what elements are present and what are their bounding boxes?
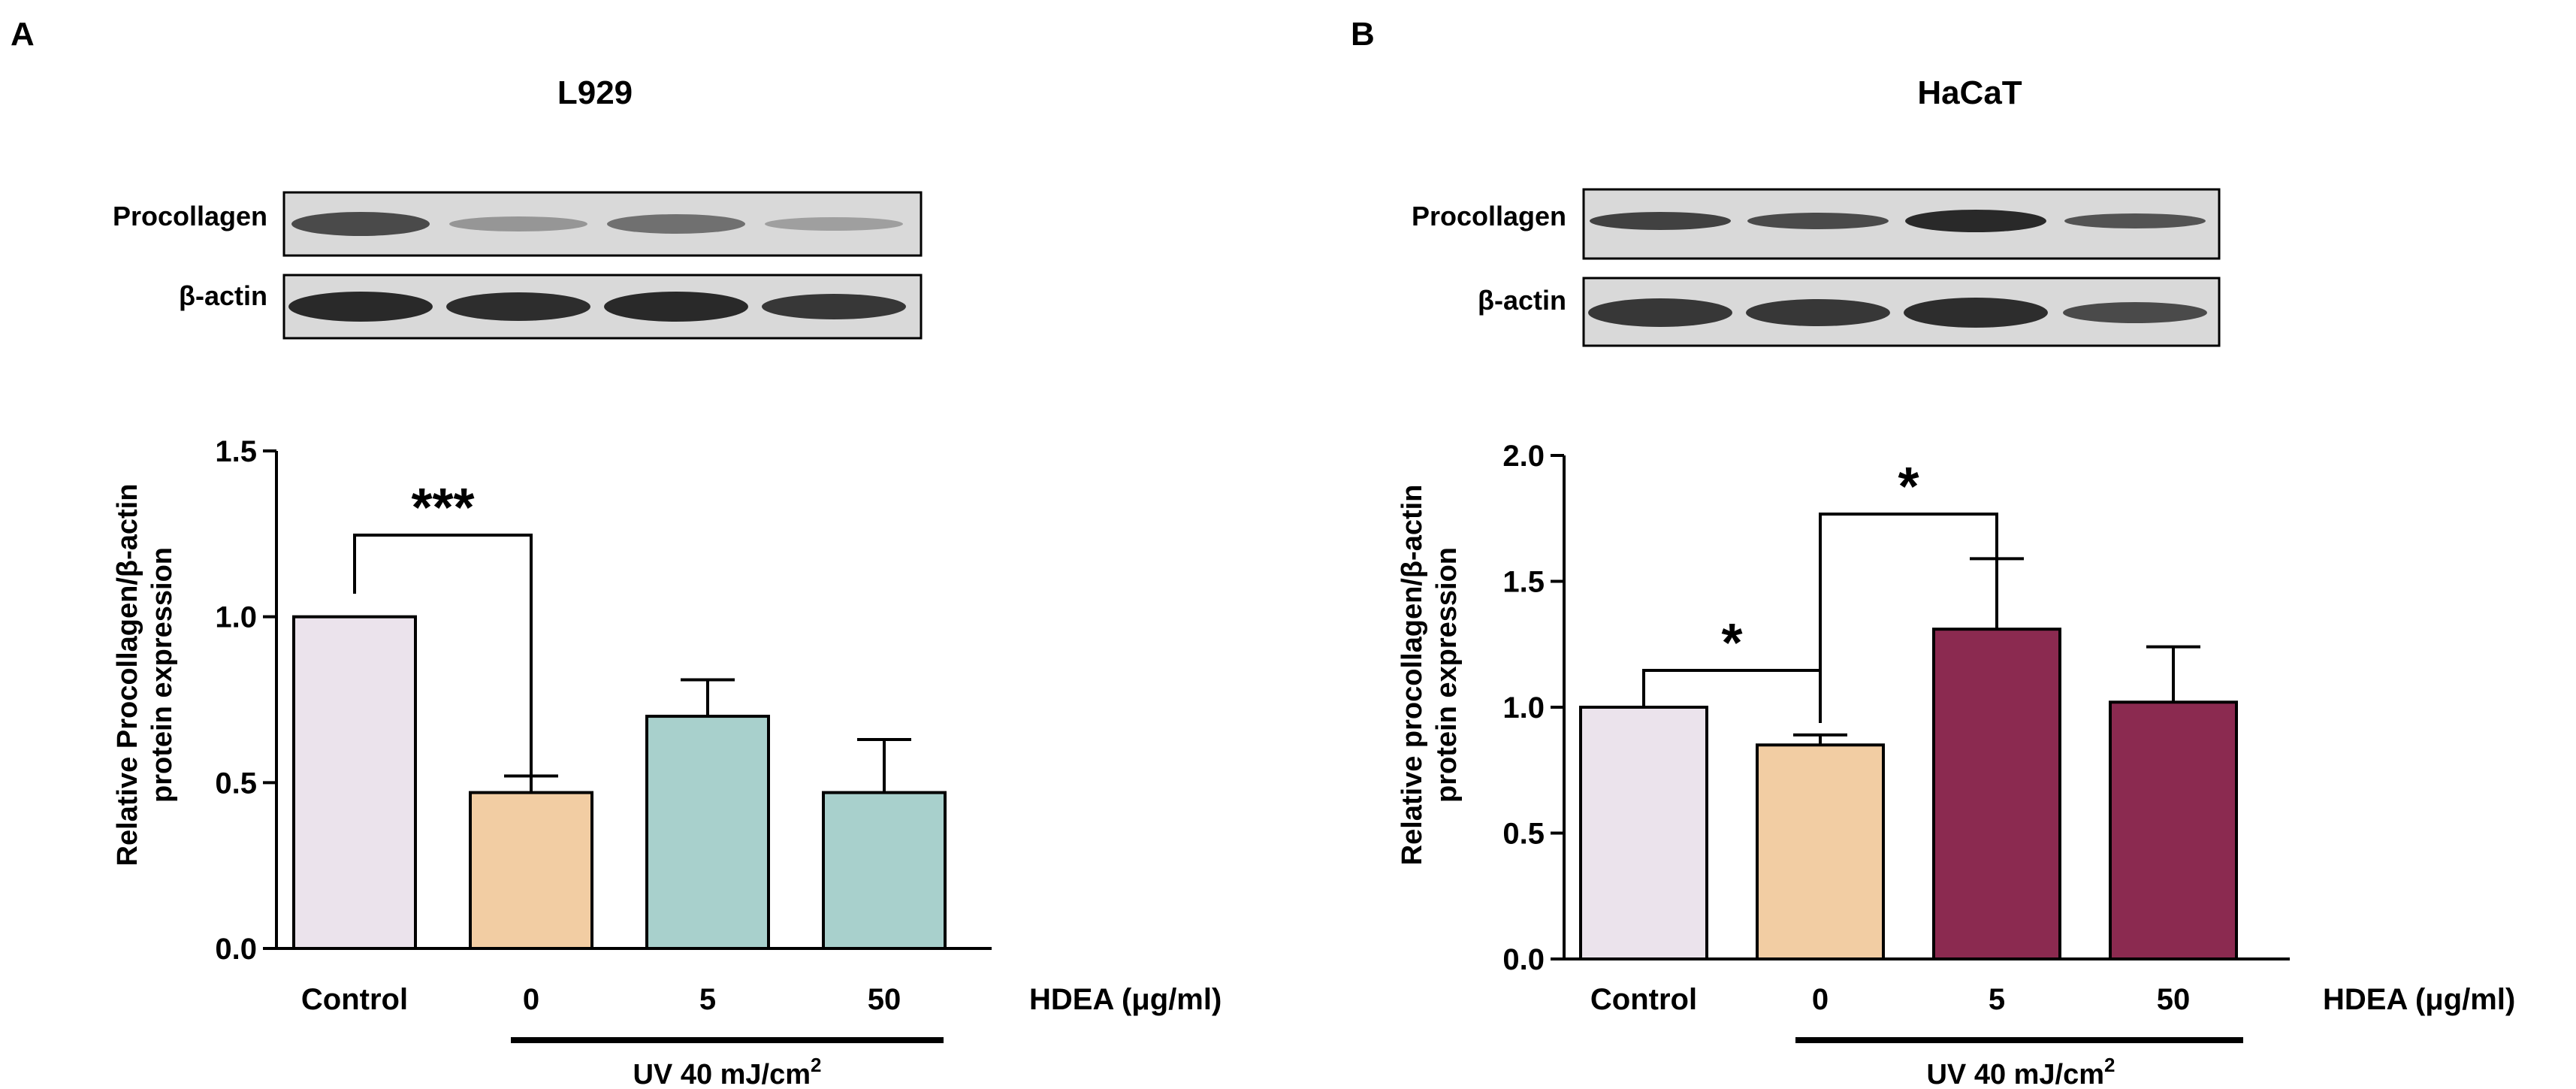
- cell-line-title: L929: [557, 74, 633, 111]
- blot-band: [765, 217, 903, 231]
- y-tick-label: 1.0: [1502, 691, 1545, 724]
- blot-band: [1747, 213, 1889, 229]
- bar-0: [469, 791, 593, 951]
- blot-bands: [1588, 210, 2207, 328]
- y-tick-label: 0.5: [215, 767, 257, 800]
- error-bars: [1793, 557, 2200, 746]
- x-tick-labels: Control 0 5 50: [301, 983, 901, 1016]
- x-tick-label: 50: [868, 983, 901, 1016]
- y-tick-label: 1.5: [1502, 566, 1545, 599]
- y-tick-label: 1.0: [215, 601, 257, 634]
- blot-band: [288, 292, 433, 322]
- blot-label-beta-actin: β-actin: [1478, 285, 1566, 316]
- y-axis-label-line1: Relative Procollagen/β-actin protein expr…: [112, 484, 178, 867]
- x-tick-label: Control: [1590, 983, 1697, 1016]
- bar-50: [822, 791, 947, 951]
- x-tick-labels: Control 0 5 50: [1590, 983, 2190, 1016]
- x-tick-label: 5: [699, 983, 716, 1016]
- treatment-label: HDEA (μg/ml): [1029, 983, 1222, 1016]
- bar-50: [2109, 700, 2238, 960]
- bar-chart-hacat: Relative procollagen/β-actin protein expr…: [1397, 440, 2515, 1089]
- blot-label-procollagen: Procollagen: [1412, 201, 1566, 231]
- blot-label-procollagen: Procollagen: [113, 201, 267, 231]
- bar-control: [1579, 706, 1708, 960]
- panel-letter: B: [1351, 16, 1375, 53]
- western-blot: Procollagen β-actin: [113, 191, 923, 340]
- blot-band: [291, 212, 430, 236]
- bars: [1579, 628, 2238, 961]
- x-tick-label: 0: [1812, 983, 1829, 1016]
- bar-chart-l929: Relative Procollagen/β-actin protein expr…: [112, 435, 1222, 1089]
- treatment-label: HDEA (μg/ml): [2323, 983, 2515, 1016]
- x-tick-label: Control: [301, 983, 408, 1016]
- blot-band: [1905, 210, 2046, 232]
- cell-line-title: HaCaT: [1917, 74, 2022, 111]
- y-tick-label: 1.5: [215, 435, 257, 468]
- blot-band: [1904, 298, 2048, 328]
- bar-5: [1932, 628, 2061, 961]
- x-tick-label: 5: [1989, 983, 2005, 1016]
- y-ticks: 0.0 0.5 1.0 1.5 2.0: [1502, 440, 1564, 976]
- blot-band: [1746, 299, 1890, 326]
- panel-letter: A: [11, 16, 35, 53]
- x-tick-label: 0: [523, 983, 539, 1016]
- bars: [292, 615, 947, 951]
- panel-a: A L929 Procollagen β-actin Relative Proc…: [11, 16, 1222, 1089]
- significance-brackets: **: [1642, 457, 1998, 723]
- blot-band: [2064, 213, 2206, 228]
- y-ticks: 0.0 0.5 1.0 1.5: [215, 435, 276, 966]
- y-tick-label: 0.0: [1502, 943, 1545, 976]
- x-tick-label: 50: [2157, 983, 2191, 1016]
- blot-band: [1588, 298, 1732, 327]
- significance-bracket: [1819, 513, 1998, 723]
- bar-5: [645, 715, 770, 950]
- significance-brackets: ***: [353, 478, 533, 782]
- bar-0: [1756, 743, 1885, 960]
- blot-band: [2063, 302, 2207, 323]
- y-tick-label: 0.0: [215, 933, 257, 966]
- significance-stars: *: [1721, 613, 1742, 673]
- blot-band: [449, 216, 587, 231]
- blot-band: [607, 214, 745, 234]
- y-tick-label: 0.5: [1502, 818, 1545, 851]
- western-blot: Procollagen β-actin: [1412, 188, 2221, 347]
- panel-b: B HaCaT Procollagen β-actin Relative pro…: [1351, 16, 2515, 1089]
- uv-label: UV 40 mJ/cm2: [633, 1054, 821, 1089]
- blot-bands: [288, 212, 906, 322]
- bar-control: [292, 615, 417, 951]
- significance-stars: *: [1898, 457, 1919, 517]
- blot-band: [446, 292, 590, 321]
- blot-band: [1590, 212, 1731, 230]
- uv-label: UV 40 mJ/cm2: [1926, 1054, 2115, 1089]
- significance-stars: ***: [411, 478, 474, 538]
- blot-band: [762, 294, 906, 319]
- y-tick-label: 2.0: [1502, 440, 1545, 473]
- significance-bracket: [353, 534, 533, 782]
- blot-label-beta-actin: β-actin: [179, 280, 267, 311]
- blot-band: [604, 292, 748, 322]
- y-axis-label-line1: Relative procollagen/β-actin protein expr…: [1397, 485, 1463, 866]
